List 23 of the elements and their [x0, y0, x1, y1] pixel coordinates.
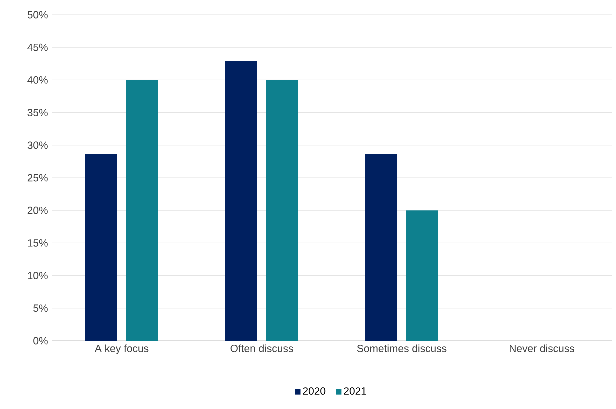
y-tick-label: 20% — [28, 206, 48, 214]
bar — [126, 80, 158, 341]
legend-label: 2021 — [344, 388, 366, 395]
x-tick-label: Sometimes discuss — [357, 344, 447, 352]
y-tick-label: 35% — [28, 109, 48, 117]
x-tick-label: A key focus — [94, 344, 149, 354]
y-tick-label: 15% — [28, 240, 48, 247]
bar — [366, 154, 398, 341]
y-tick-label: 45% — [28, 44, 48, 52]
legend-label: 2020 — [303, 388, 326, 395]
x-tick-label: Often discuss — [230, 344, 294, 352]
y-tick-label: 30% — [28, 142, 48, 150]
bar — [226, 61, 258, 341]
x-tick-label: Never discuss — [510, 344, 574, 352]
y-tick-label: 25% — [28, 174, 48, 182]
bar — [266, 80, 299, 341]
y-tick-label: 50% — [28, 11, 48, 19]
y-tick-label: 10% — [28, 272, 48, 280]
bar — [406, 210, 439, 341]
y-tick-label: 40% — [28, 76, 48, 84]
y-tick-label: 5% — [34, 304, 48, 312]
bar — [86, 154, 118, 341]
y-tick-label: 0% — [34, 337, 48, 345]
